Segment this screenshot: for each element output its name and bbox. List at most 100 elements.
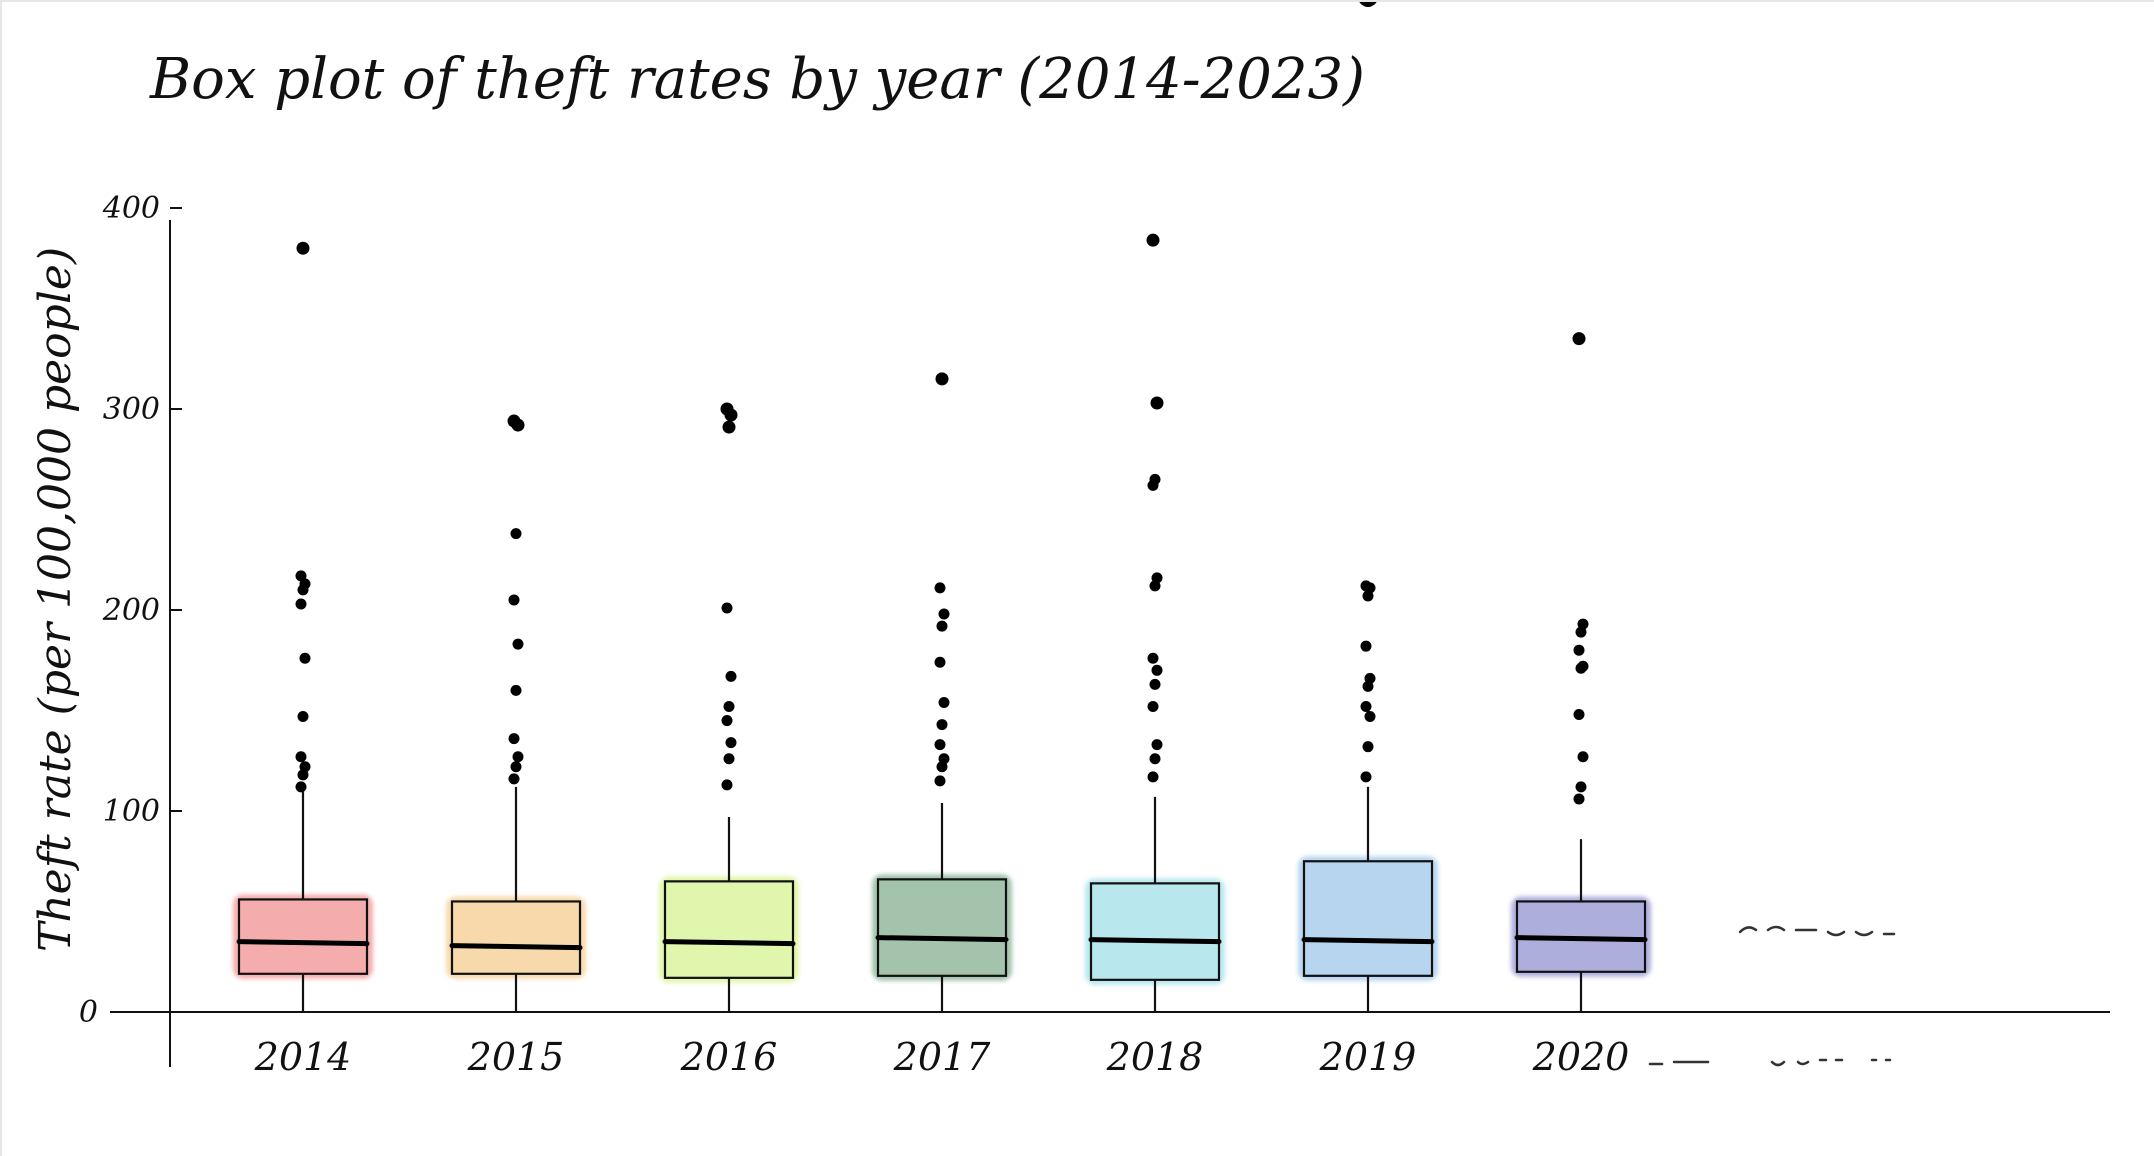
median-line bbox=[1088, 937, 1222, 945]
outlier-point bbox=[295, 570, 307, 582]
outlier-point bbox=[934, 582, 946, 594]
outlier-point bbox=[934, 775, 946, 787]
outlier-point bbox=[725, 670, 737, 682]
outlier-point bbox=[295, 598, 307, 610]
outlier-point bbox=[1362, 741, 1374, 753]
box-outline bbox=[1089, 882, 1221, 981]
outlier-point bbox=[512, 638, 524, 650]
outlier-point bbox=[1149, 753, 1161, 765]
y-tick-label: 200 bbox=[102, 593, 160, 628]
box-fill bbox=[1085, 878, 1225, 985]
box-group-2020 bbox=[1511, 332, 1651, 1012]
outlier-point bbox=[1364, 711, 1376, 723]
box-group-2016 bbox=[659, 402, 799, 1012]
outlier-point bbox=[508, 733, 520, 745]
outlier-point bbox=[1151, 664, 1163, 676]
outlier-point bbox=[1360, 771, 1372, 783]
x-tick-label: 2018 bbox=[1106, 1035, 1204, 1079]
y-tick-label: 100 bbox=[103, 794, 160, 829]
outlier-point bbox=[1359, 2, 1377, 7]
outlier-point bbox=[1360, 640, 1372, 652]
chart-title: Box plot of theft rates by year (2014-20… bbox=[149, 47, 1365, 112]
x-tick-label: 2019 bbox=[1319, 1035, 1417, 1079]
outlier-point bbox=[299, 652, 311, 664]
outlier-point bbox=[508, 594, 520, 606]
box-outline bbox=[237, 898, 369, 975]
y-ticks: 0 100 200 300 400 bbox=[79, 191, 182, 1030]
outlier-point bbox=[1577, 660, 1589, 672]
category-labels: 2014 2015 2016 2017 2018 2019 2020 bbox=[254, 1035, 1630, 1079]
outlier-point bbox=[297, 711, 309, 723]
outlier-point bbox=[723, 700, 735, 712]
outlier-point bbox=[508, 773, 520, 785]
box-group-2017 bbox=[872, 372, 1012, 1012]
outlier-point bbox=[299, 761, 311, 773]
outlier-point bbox=[721, 715, 733, 727]
outlier-point bbox=[1151, 572, 1163, 584]
median-line bbox=[662, 939, 796, 947]
outlier-point bbox=[1147, 700, 1159, 712]
box-fill bbox=[446, 896, 586, 979]
outlier-point bbox=[938, 753, 950, 765]
outlier-point bbox=[1147, 771, 1159, 783]
y-tick-label: 400 bbox=[102, 191, 160, 226]
y-tick-label: 300 bbox=[103, 392, 160, 427]
x-tick-label: 2014 bbox=[254, 1035, 352, 1079]
outlier-point bbox=[507, 414, 521, 428]
outlier-point bbox=[296, 241, 310, 255]
outlier-point bbox=[938, 696, 950, 708]
median-line bbox=[1514, 935, 1648, 943]
outlier-point bbox=[1360, 580, 1372, 592]
outlier-point bbox=[723, 753, 735, 765]
outlier-point bbox=[721, 602, 733, 614]
outlier-point bbox=[720, 402, 734, 416]
outlier-point bbox=[1151, 739, 1163, 751]
outlier-point bbox=[510, 528, 522, 540]
x-tick-label: 2020 bbox=[1532, 1035, 1630, 1079]
outlier-point bbox=[1147, 652, 1159, 664]
outlier-point bbox=[722, 420, 736, 434]
outlier-point bbox=[512, 751, 524, 763]
outlier-point bbox=[1149, 473, 1161, 485]
box-fill bbox=[872, 874, 1012, 981]
boxes-layer bbox=[233, 2, 1651, 1012]
median-line bbox=[449, 943, 583, 951]
box-outline bbox=[1302, 860, 1434, 977]
box-group-2015 bbox=[446, 414, 586, 1012]
outlier-point bbox=[1146, 233, 1160, 247]
outlier-point bbox=[936, 620, 948, 632]
outlier-point bbox=[1573, 793, 1585, 805]
trailing-dashes bbox=[1648, 925, 1896, 1067]
box-group-2019 bbox=[1298, 2, 1438, 1012]
outlier-point bbox=[938, 608, 950, 620]
box-group-2014 bbox=[233, 241, 373, 1012]
box-group-2018 bbox=[1085, 233, 1225, 1012]
outlier-point bbox=[725, 737, 737, 749]
outlier-point bbox=[1149, 678, 1161, 690]
outlier-point bbox=[1150, 396, 1164, 410]
x-tick-label: 2017 bbox=[893, 1035, 992, 1079]
y-axis-label: Theft rate (per 100,000 people) bbox=[30, 247, 81, 952]
x-tick-label: 2016 bbox=[680, 1035, 778, 1079]
box-fill bbox=[1298, 856, 1438, 981]
outlier-point bbox=[1360, 700, 1372, 712]
outlier-point bbox=[1364, 672, 1376, 684]
outlier-point bbox=[1573, 644, 1585, 656]
outlier-point bbox=[934, 739, 946, 751]
box-fill bbox=[659, 876, 799, 983]
outlier-point bbox=[936, 719, 948, 731]
outlier-point bbox=[1575, 781, 1587, 793]
outlier-point bbox=[1577, 618, 1589, 630]
median-line bbox=[1301, 937, 1435, 945]
outlier-point bbox=[1572, 332, 1586, 346]
box-outline bbox=[663, 880, 795, 979]
outlier-point bbox=[510, 761, 522, 773]
outlier-point bbox=[721, 779, 733, 791]
box-fill bbox=[233, 894, 373, 979]
outlier-point bbox=[935, 372, 949, 386]
outlier-point bbox=[1577, 751, 1589, 763]
x-tick-label: 2015 bbox=[467, 1035, 565, 1079]
outlier-point bbox=[1573, 709, 1585, 721]
